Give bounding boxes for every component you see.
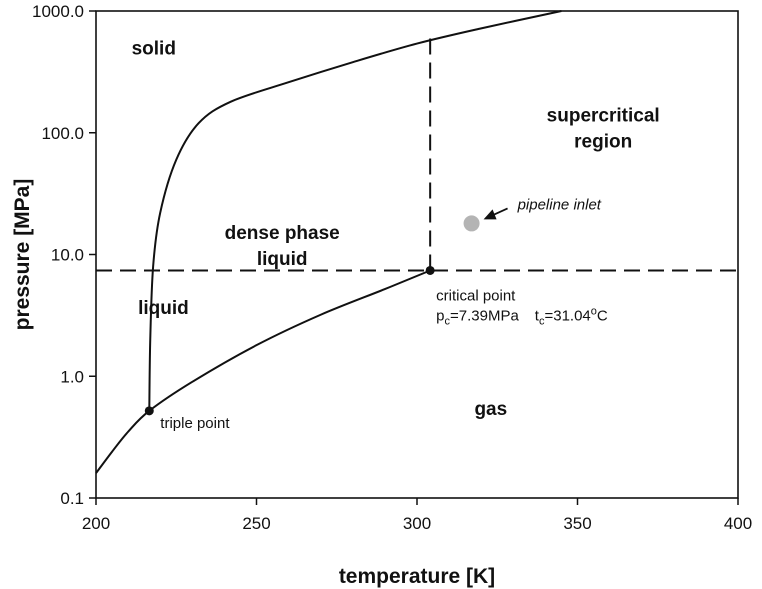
region-label-gas: gas — [474, 399, 507, 420]
x-tick-label: 350 — [563, 514, 591, 533]
triple-point-label: triple point — [160, 415, 230, 432]
y-tick-label: 1.0 — [60, 367, 84, 386]
y-tick-label: 0.1 — [60, 489, 84, 508]
region-label-supercritical: region — [574, 132, 632, 153]
critical-values-label: pc=7.39MPa tc=31.04oC — [436, 305, 608, 327]
region-label-dense: dense phase — [225, 223, 340, 244]
x-tick-label: 250 — [242, 514, 270, 533]
axis-ticks: 200 250 300 350 400 0.1 1.0 10.0 100.0 1000.0 — [32, 2, 752, 533]
critical-point-label: critical point — [436, 287, 516, 304]
chart-points — [144, 215, 480, 416]
region-label-dense: liquid — [257, 249, 308, 270]
x-tick-label: 400 — [724, 514, 752, 533]
x-tick-label: 300 — [403, 514, 431, 533]
region-label-solid: solid — [132, 39, 176, 60]
region-label-supercritical: supercritical — [547, 106, 660, 127]
chart-labels: triple point critical point pipeline inlet… — [132, 39, 660, 432]
x-tick-label: 200 — [82, 514, 110, 533]
pipeline-inlet-label: pipeline inlet — [517, 196, 602, 213]
y-tick-label: 1000.0 — [32, 2, 84, 21]
region-label-liquid: liquid — [138, 298, 189, 319]
arrow-head-icon — [483, 209, 497, 220]
critical-point — [425, 265, 435, 275]
chart-lines — [95, 10, 738, 474]
inlet-point — [463, 215, 480, 232]
melting-line — [148, 10, 562, 411]
y-axis-title: pressure [MPa] — [11, 179, 34, 331]
y-tick-label: 100.0 — [41, 124, 84, 143]
triple-point — [144, 406, 154, 416]
y-tick-label: 10.0 — [51, 246, 84, 265]
x-axis-title: temperature [K] — [339, 565, 495, 588]
vapor-line — [95, 269, 431, 474]
